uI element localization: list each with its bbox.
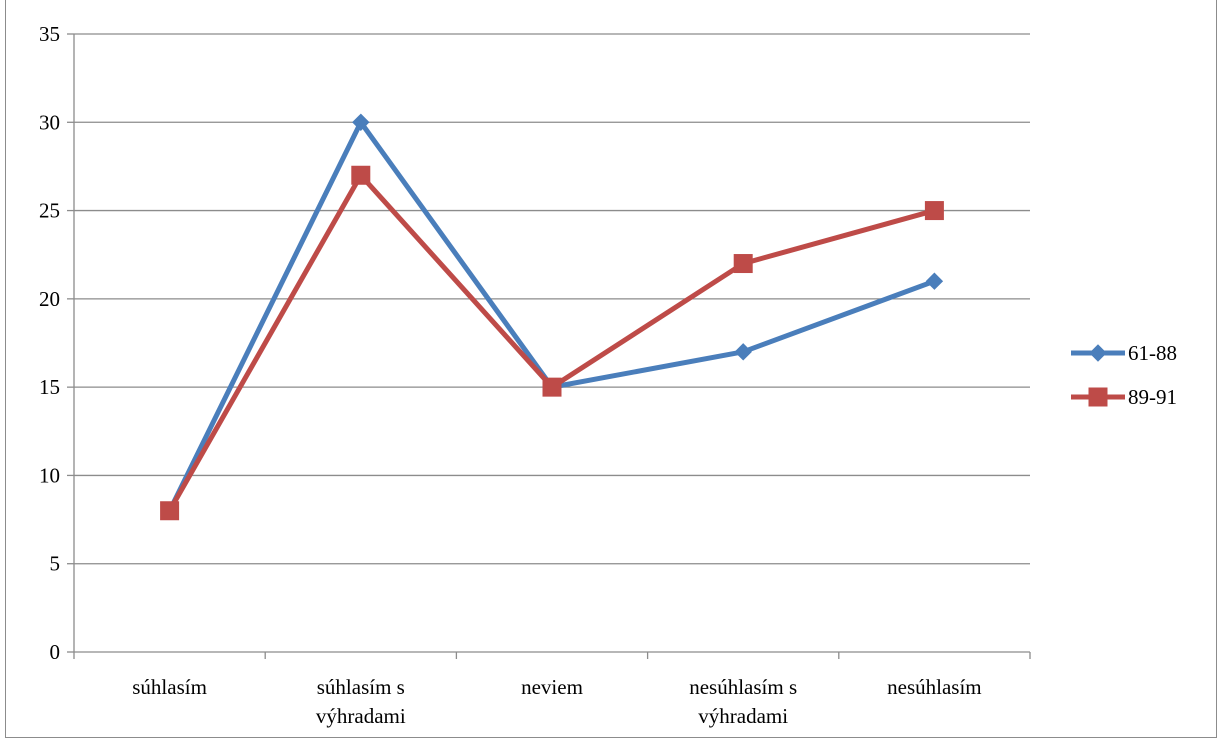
y-tick-label: 15 xyxy=(39,375,60,399)
chart-frame xyxy=(5,0,1217,738)
data-point xyxy=(925,272,944,290)
series-line xyxy=(167,172,937,514)
legend-marker xyxy=(1088,387,1108,407)
y-tick-label: 20 xyxy=(39,287,60,311)
x-tick-label: súhlasím xyxy=(132,675,207,699)
legend-item: 89-91 xyxy=(1071,385,1177,409)
data-point xyxy=(924,201,944,221)
series-89-91 xyxy=(160,165,944,521)
legend-label: 61-88 xyxy=(1128,341,1177,365)
data-point xyxy=(160,501,180,521)
legend-marker xyxy=(1089,344,1107,362)
y-tick-label: 5 xyxy=(50,552,61,576)
legend-item: 61-88 xyxy=(1071,341,1177,365)
data-point xyxy=(351,165,371,185)
series-line xyxy=(167,119,937,514)
series-lines xyxy=(160,113,944,521)
legend-label: 89-91 xyxy=(1128,385,1177,409)
legend: 61-88 89-91 xyxy=(1071,341,1177,409)
y-tick-label: 0 xyxy=(50,640,61,664)
gridlines xyxy=(74,33,1030,565)
data-point xyxy=(352,113,370,131)
y-tick-label: 10 xyxy=(39,463,60,487)
x-tick-label: súhlasím s xyxy=(317,675,405,699)
x-tick-label: nesúhlasím s xyxy=(689,675,797,699)
data-point xyxy=(542,377,562,397)
y-tick-label: 30 xyxy=(39,110,60,134)
x-tick-label: výhradami xyxy=(698,704,788,728)
x-tick-label: neviem xyxy=(521,675,583,699)
data-point xyxy=(734,343,752,361)
data-point xyxy=(733,254,753,274)
y-tick-label: 25 xyxy=(39,199,60,223)
axes: 0 5 10 15 20 25 30 35 súhlasím súhlasím s výhradam… xyxy=(39,22,1031,728)
x-tick-label: výhradami xyxy=(316,704,406,728)
x-tick-label: nesúhlasím xyxy=(887,675,982,699)
y-tick-label: 35 xyxy=(39,22,60,46)
